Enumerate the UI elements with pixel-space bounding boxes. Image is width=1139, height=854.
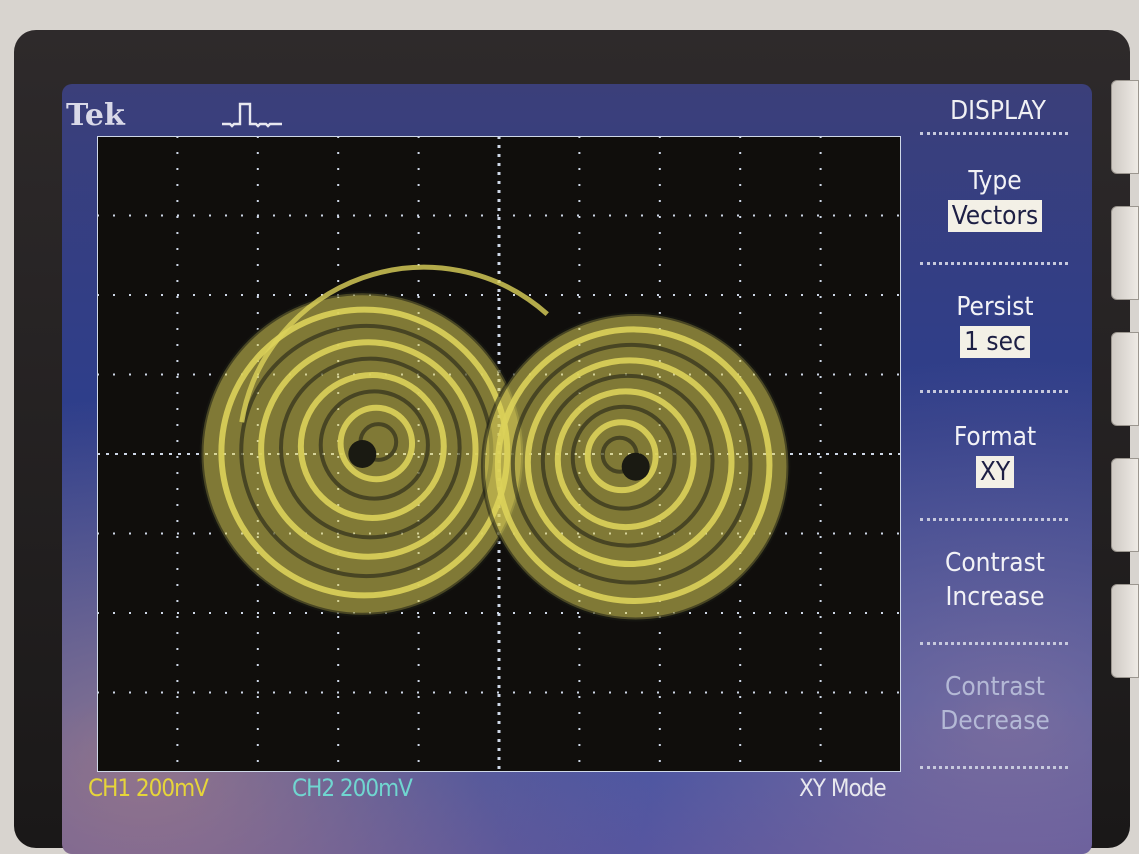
contrast-increase-line2: Increase [945,582,1045,612]
trace-ring [297,372,447,521]
trace-ring [480,311,791,622]
trace-core [621,452,650,481]
menu-divider [920,262,1068,265]
menu-item-type-value: Vectors [947,200,1043,232]
bezel-button-5[interactable] [1111,584,1139,678]
contrast-increase-line1: Contrast [945,548,1045,578]
oscilloscope-screen: Tek CH1 200mV CH2 200mV XY Mode [62,84,1092,854]
menu-divider [920,390,1068,393]
ch2-scale-label: CH2 200mV [292,774,413,802]
trace-ring [584,419,659,494]
contrast-decrease-line1: Contrast [945,672,1045,702]
bezel-button-1[interactable] [1111,80,1139,174]
xy-mode-label: XY Mode [799,774,887,802]
trace-ring [554,388,697,531]
trace-ring [337,404,416,483]
trace-core [348,440,377,468]
bezel-button-3[interactable] [1111,332,1139,426]
trace-ring [258,339,479,560]
menu-title: DISPLAY [950,96,1046,126]
bezel-button-4[interactable] [1111,458,1139,552]
menu-item-format-label: Format [953,422,1037,452]
trace-ring [570,404,677,511]
trace-ring [540,373,715,548]
menu-item-format[interactable]: Format XY [920,420,1070,489]
xy-graticule-display [97,136,901,772]
display-menu: DISPLAY Type Vectors Persist 1 sec Forma… [916,84,1078,854]
menu-divider [920,642,1068,645]
menu-item-type-label: Type [968,166,1022,196]
menu-item-persist-label: Persist [956,292,1034,322]
menu-divider [920,518,1068,521]
brand-logo: Tek [66,98,125,133]
menu-item-format-value: XY [975,456,1015,488]
trace-ring [524,357,735,568]
menu-item-contrast-decrease[interactable]: Contrast Decrease [920,670,1070,738]
side-bezel-buttons [1109,60,1139,820]
menu-divider [920,766,1068,769]
menu-divider [920,132,1068,135]
menu-item-type[interactable]: Type Vectors [920,164,1070,233]
oscilloscope-bezel: Tek CH1 200mV CH2 200mV XY Mode [14,30,1130,854]
menu-item-persist-value: 1 sec [960,326,1030,358]
menu-item-persist[interactable]: Persist 1 sec [920,290,1070,359]
trigger-pulse-icon [222,102,282,128]
bezel-button-2[interactable] [1111,206,1139,300]
trace-arc [239,264,549,423]
trace-ring [278,356,462,540]
trace-ring [318,389,430,501]
contrast-decrease-line2: Decrease [940,706,1050,736]
channel-status-bar: CH1 200mV CH2 200mV XY Mode [84,772,914,806]
trace-ring [510,342,753,585]
ch1-scale-label: CH1 200mV [88,774,209,802]
menu-item-contrast-increase[interactable]: Contrast Increase [920,546,1070,614]
trace-ring [494,326,773,605]
